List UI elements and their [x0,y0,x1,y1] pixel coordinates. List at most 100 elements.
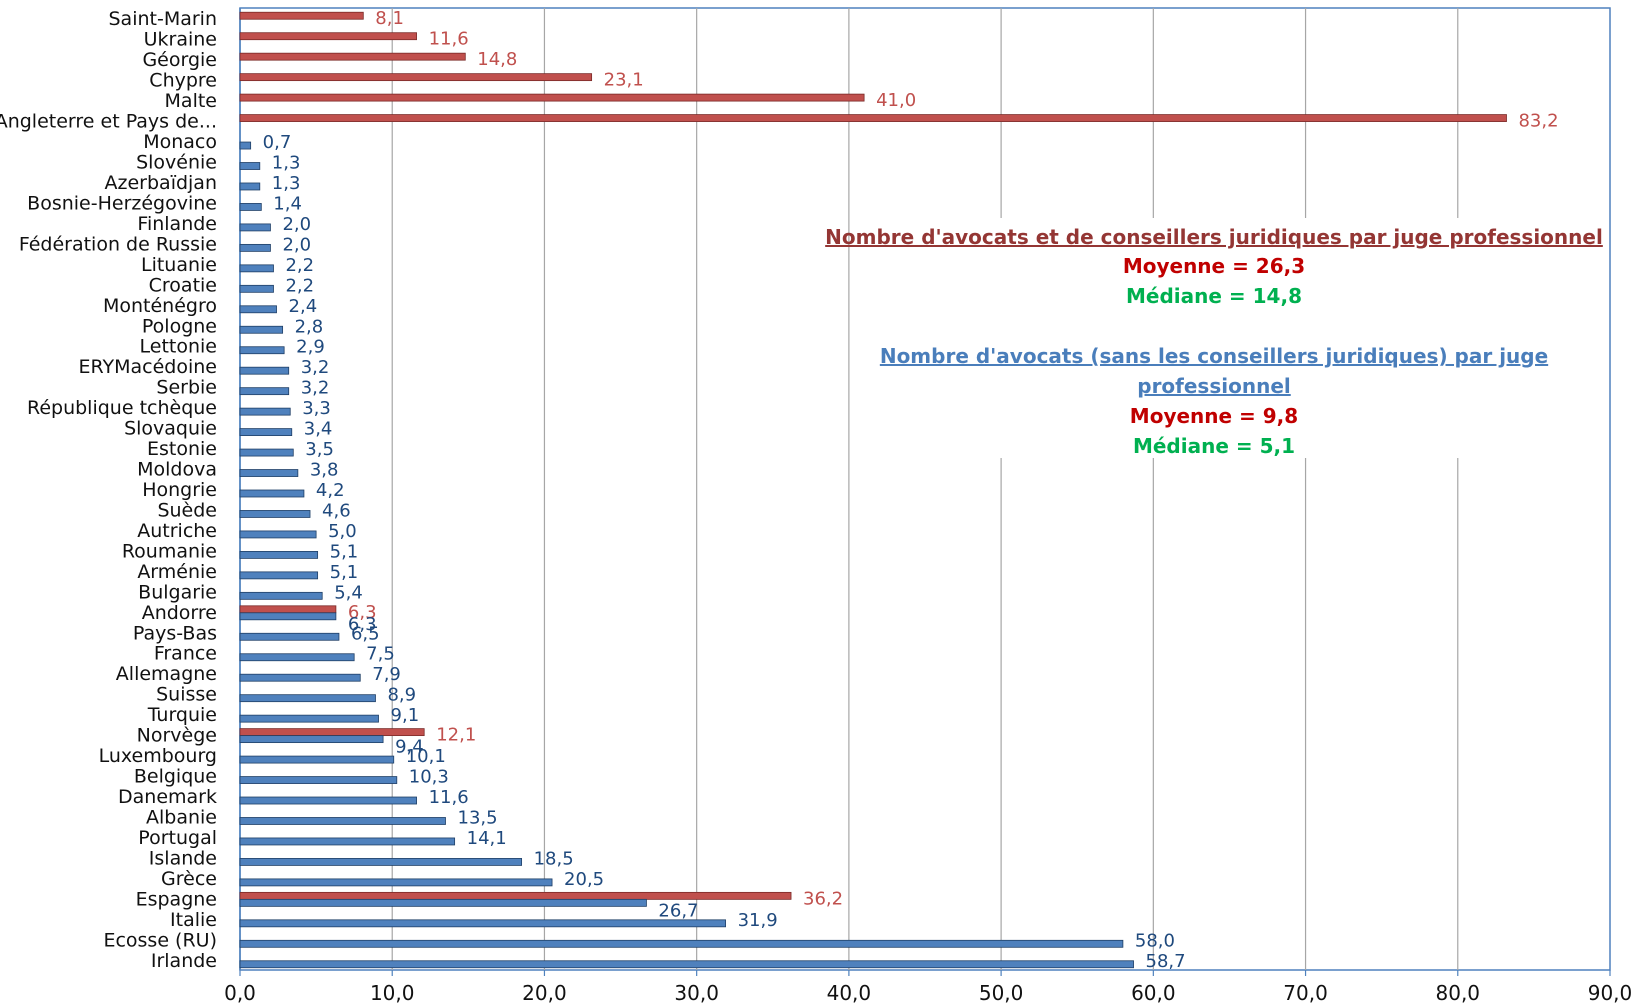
category-label: Pologne [142,315,217,337]
bar-blue [239,489,305,498]
bar-blue [239,223,271,232]
category-label: Andorre [142,602,217,624]
value-label-blue: 10,3 [409,767,449,788]
value-label-blue: 26,7 [658,900,698,921]
x-tick-label: 30,0 [674,981,719,1004]
value-label-red: 12,1 [436,725,476,746]
value-label-red: 41,0 [876,90,916,111]
bar-red [239,605,337,614]
value-label-blue: 4,2 [316,480,345,501]
category-label: Albanie [146,806,217,828]
category-label: Saint-Marin [109,8,218,30]
x-tick-label: 70,0 [1283,981,1328,1004]
x-tick-label: 40,0 [827,981,872,1004]
value-label-blue: 3,5 [305,439,334,460]
bar-blue [239,939,1124,948]
value-label-blue: 5,1 [330,541,359,562]
category-label: Hongrie [142,479,217,501]
value-label-red: 11,6 [429,29,469,50]
blue-series-mean: Moyenne = 9,8 [1130,404,1298,428]
bar-blue [239,714,379,723]
category-label: Géorgie [142,49,217,71]
category-label: Bulgarie [138,581,217,603]
category-label: Lituanie [141,254,217,276]
value-label-blue: 13,5 [458,807,498,828]
category-label: Luxembourg [99,745,217,767]
category-label: Slovaquie [124,418,217,440]
bar-blue [239,530,317,539]
category-label: Danemark [118,786,217,808]
value-label-blue: 6,3 [348,614,377,635]
bar-blue [239,591,323,600]
category-label: Azerbaïdjan [105,172,217,194]
bar-blue [239,243,271,252]
red-series-title: Nombre d'avocats et de conseillers jurid… [825,225,1603,249]
category-label: Portugal [138,827,217,849]
value-label-blue: 2,4 [289,296,318,317]
category-label: Estonie [147,438,217,460]
bar-blue [239,264,274,273]
bar-blue [239,858,523,866]
bar-blue [239,755,395,764]
x-tick-label: 80,0 [1436,981,1481,1004]
value-label-blue: 58,7 [1146,951,1186,972]
value-label-red: 6,3 [348,602,377,623]
category-label: France [154,643,217,665]
bar-blue [239,919,726,928]
category-label: Turquie [147,704,217,726]
value-label-red: 23,1 [604,70,644,91]
value-label-blue: 2,8 [295,316,324,337]
bar-blue [239,571,319,580]
value-label-blue: 20,5 [564,869,604,890]
category-label: Finlande [137,213,217,235]
bar-blue [239,346,285,355]
bar-blue [239,817,446,825]
bar-blue [239,776,398,784]
x-tick-label: 0,0 [224,981,256,1004]
category-label: Angleterre et Pays de... [0,111,217,133]
value-label-blue: 3,8 [310,460,339,481]
value-label-blue: 2,0 [282,214,311,235]
category-labels: Saint-MarinUkraineGéorgieChypreMalteAngl… [0,8,217,972]
category-label: Fédération de Russie [19,233,217,255]
bars [239,11,1507,969]
value-label-blue: 14,1 [467,828,507,849]
bar-blue [239,878,553,887]
bar-blue [239,837,456,846]
bar-blue [239,551,319,559]
bar-blue [239,510,311,518]
category-label: Grèce [161,868,217,890]
value-label-red: 8,1 [375,8,404,29]
value-label-blue: 3,4 [304,419,333,440]
x-axis-ticks: 0,0 10,0 20,0 30,0 40,0 50,0 60,0 70,0 80,0 90,0 [224,970,1631,1004]
bar-red [239,32,417,41]
value-label-blue: 5,4 [334,582,363,603]
value-label-blue: 9,4 [395,737,424,758]
bar-red [239,93,865,102]
annotation-background [850,218,1570,458]
bar-blue [239,366,290,375]
category-label: Slovénie [136,152,217,174]
category-label: Islande [149,847,217,869]
bar-blue [239,387,290,396]
bar-red [239,73,593,82]
value-label-blue: 3,2 [301,378,330,399]
bar-blue [239,305,277,314]
category-label: Serbie [156,377,217,399]
value-label-blue: 2,0 [282,234,311,255]
value-label-blue: 18,5 [534,848,574,869]
bar-blue [239,653,355,662]
value-label-blue: 1,3 [272,173,301,194]
bar-blue [239,448,294,457]
bar-blue [239,162,261,170]
value-label-blue: 10,1 [406,746,446,767]
x-tick-label: 50,0 [979,981,1024,1004]
bar-red [239,11,364,20]
category-label: Malte [165,90,217,112]
value-label-blue: 11,6 [429,787,469,808]
category-label: Ecosse (RU) [103,929,217,951]
category-label: Pays-Bas [133,622,217,644]
category-label: Lettonie [140,336,217,358]
bar-red [239,891,792,900]
category-label: Bosnie-Herzégovine [27,192,217,214]
